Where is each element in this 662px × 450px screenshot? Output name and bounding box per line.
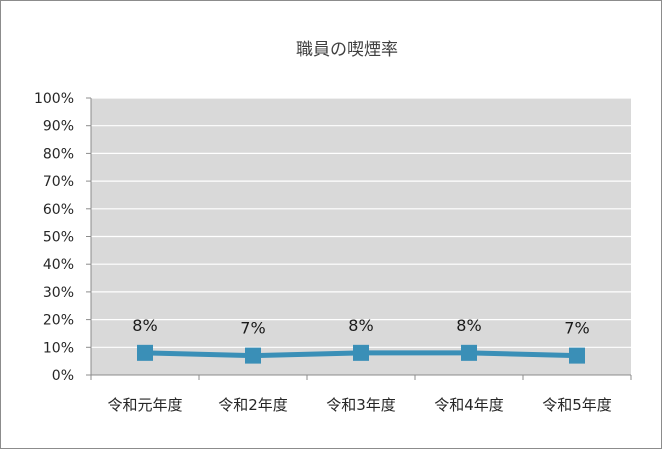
chart-title: 職員の喫煙率 bbox=[296, 40, 398, 60]
x-tick-label: 令和2年度 bbox=[218, 396, 288, 414]
y-tick-label: 0% bbox=[52, 368, 74, 384]
data-point-marker bbox=[245, 347, 261, 364]
data-label: 8% bbox=[132, 316, 157, 335]
x-tick-label: 令和5年度 bbox=[542, 396, 612, 414]
data-labels: 8% 7% 8% 8% 7% bbox=[132, 316, 589, 338]
data-label: 7% bbox=[240, 319, 265, 338]
gridlines bbox=[91, 97, 631, 348]
x-tick-label: 令和3年度 bbox=[326, 396, 396, 414]
data-label: 8% bbox=[456, 316, 481, 335]
series-layer bbox=[137, 344, 585, 364]
y-tick-label: 10% bbox=[43, 340, 74, 356]
y-tick-label: 50% bbox=[43, 230, 74, 246]
y-tick-label: 40% bbox=[43, 257, 74, 273]
data-point-marker bbox=[353, 344, 369, 361]
axes bbox=[86, 97, 632, 380]
y-tick-label: 90% bbox=[43, 119, 74, 135]
data-point-marker bbox=[137, 344, 153, 361]
y-tick-label: 80% bbox=[43, 146, 74, 162]
y-tick-label: 20% bbox=[43, 313, 74, 329]
y-tick-label: 60% bbox=[43, 202, 74, 218]
data-label: 8% bbox=[348, 316, 373, 335]
x-axis-tick-labels: 令和元年度 令和2年度 令和3年度 令和4年度 令和5年度 bbox=[107, 396, 611, 414]
y-tick-label: 30% bbox=[43, 285, 74, 301]
data-label: 7% bbox=[564, 319, 589, 338]
y-tick-label: 70% bbox=[43, 174, 74, 190]
data-point-marker bbox=[461, 344, 477, 361]
data-point-marker bbox=[569, 347, 585, 364]
y-axis-tick-labels: 0% 10% 20% 30% 40% 50% 60% 70% 80% 90% 100% bbox=[34, 91, 74, 384]
y-tick-label: 100% bbox=[34, 91, 74, 107]
x-tick-label: 令和4年度 bbox=[434, 396, 504, 414]
x-tick-label: 令和元年度 bbox=[107, 396, 182, 414]
